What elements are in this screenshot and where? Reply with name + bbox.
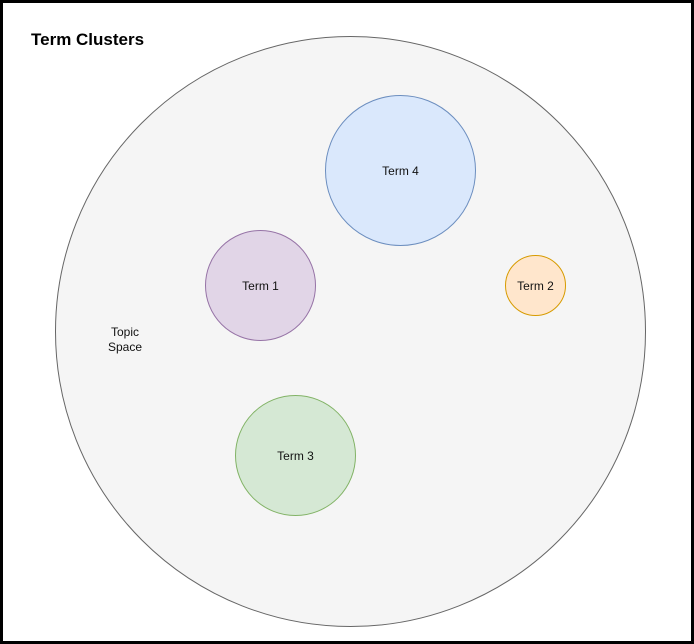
- term-4-label: Term 4: [382, 163, 419, 178]
- term-4-circle: Term 4: [325, 95, 476, 246]
- term-2-label: Term 2: [517, 278, 554, 293]
- term-1-circle: Term 1: [205, 230, 316, 341]
- topic-space-label-line2: Space: [107, 340, 143, 354]
- diagram-title: Term Clusters: [31, 30, 145, 49]
- topic-space-label-line1: Topic: [110, 325, 139, 339]
- topic-space-label: Topic Space: [95, 325, 155, 355]
- term-3-label: Term 3: [277, 448, 314, 463]
- term-2-circle: Term 2: [505, 255, 566, 316]
- term-1-label: Term 1: [242, 278, 279, 293]
- term-3-circle: Term 3: [235, 395, 356, 516]
